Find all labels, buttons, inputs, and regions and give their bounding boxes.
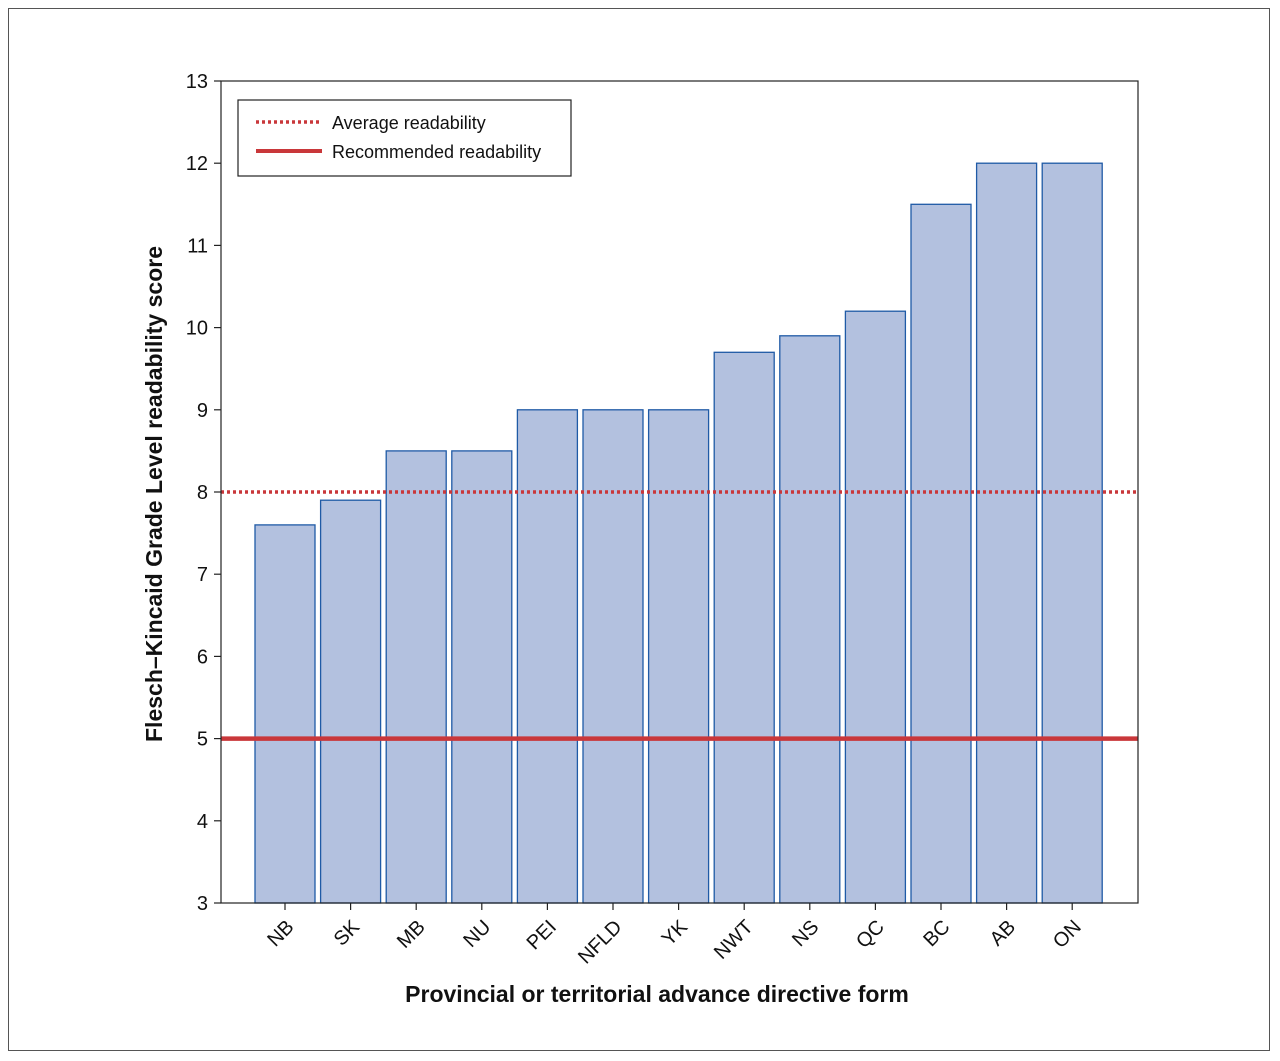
x-axis-title: Provincial or territorial advance direct…: [405, 981, 909, 1007]
x-tick-label-ab: AB: [986, 916, 1020, 950]
bar-nb: [254, 524, 316, 904]
y-axis-title: Flesch–Kincaid Grade Level readability s…: [141, 246, 167, 742]
y-axis-ticks: 3 4 5 6 7 8 9 10 11 12 13: [186, 71, 221, 915]
bar-sk: [319, 499, 382, 904]
x-tick-label-yk: YK: [658, 916, 693, 951]
y-tick-label: 11: [187, 235, 208, 257]
bar-mb: [385, 450, 447, 904]
legend-label-recommended: Recommended readability: [332, 142, 541, 162]
y-tick-label: 6: [197, 646, 208, 668]
bar-yk: [647, 409, 710, 904]
legend-box: [237, 99, 572, 177]
legend-label-average: Average readability: [332, 113, 486, 133]
bar-pei: [516, 409, 579, 904]
x-tick-label-bc: BC: [919, 916, 954, 951]
y-tick-label: 13: [186, 71, 208, 93]
bar-nu: [451, 450, 513, 904]
bar-qc: [844, 310, 907, 904]
x-axis-ticks: NB SK MB NU PEI NFLD YK NWT NS QC BC AB ON: [263, 903, 1086, 968]
legend: Average readability Recommended readabil…: [237, 99, 572, 177]
x-tick-label-mb: MB: [393, 916, 430, 953]
x-tick-label-on: ON: [1049, 916, 1086, 953]
x-tick-label-nfld: NFLD: [574, 916, 626, 968]
y-tick-label: 8: [197, 482, 208, 504]
y-tick-label: 3: [197, 893, 208, 915]
bar-on: [1041, 162, 1103, 904]
x-tick-label-nu: NU: [459, 916, 495, 952]
y-tick-label: 9: [197, 400, 208, 422]
bar-nwt: [713, 351, 775, 904]
x-tick-label-nb: NB: [263, 916, 298, 951]
y-tick-label: 5: [197, 729, 208, 751]
y-tick-label: 10: [186, 318, 208, 340]
x-tick-label-nwt: NWT: [710, 916, 758, 964]
bar-nfld: [582, 409, 644, 904]
x-tick-label-ns: NS: [788, 916, 823, 951]
y-tick-label: 7: [197, 564, 208, 586]
bar-ns: [779, 335, 841, 904]
bar-ab: [975, 162, 1038, 904]
y-tick-label: 12: [186, 153, 208, 175]
y-tick-label: 4: [197, 811, 208, 833]
x-tick-label-pei: PEI: [523, 916, 561, 954]
figure-frame: [8, 8, 1270, 1051]
bar-bc: [910, 203, 972, 904]
reference-lines-layer: [221, 490, 1138, 741]
x-tick-label-sk: SK: [330, 916, 365, 951]
bars-layer: [254, 162, 1103, 904]
x-tick-label-qc: QC: [852, 916, 889, 953]
